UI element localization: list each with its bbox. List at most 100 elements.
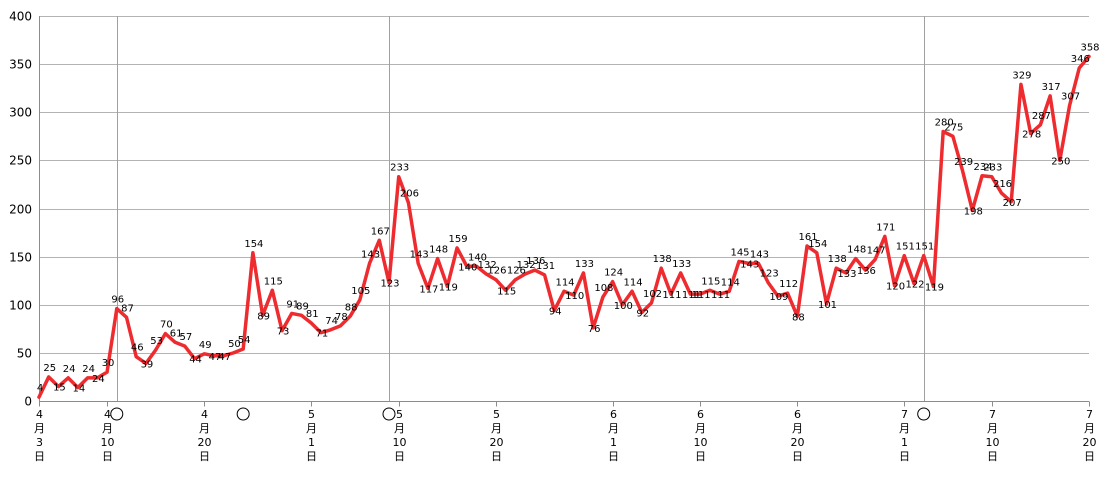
- y-tick-label: 150: [9, 251, 32, 265]
- x-tick-label: 4 月 10 日: [101, 408, 115, 463]
- data-point: [1068, 104, 1072, 108]
- data-point: [377, 238, 381, 242]
- data-label: 151: [896, 242, 915, 253]
- data-label: 50: [228, 339, 241, 350]
- data-label: 30: [102, 358, 115, 369]
- data-label: 24: [63, 364, 76, 375]
- data-point: [1048, 94, 1052, 98]
- data-point: [212, 354, 216, 358]
- data-label: 108: [594, 283, 613, 294]
- data-label: 207: [1003, 198, 1022, 209]
- data-label: 94: [549, 307, 562, 318]
- data-point: [251, 251, 255, 255]
- data-point: [1058, 158, 1062, 162]
- data-label: 154: [808, 239, 827, 250]
- data-point: [533, 268, 537, 272]
- data-point: [815, 251, 819, 255]
- data-label: 239: [954, 157, 973, 168]
- data-point: [329, 328, 333, 332]
- data-point: [1077, 66, 1081, 70]
- data-point: [134, 355, 138, 359]
- data-point: [834, 266, 838, 270]
- event-marker: [382, 407, 396, 421]
- data-point: [854, 257, 858, 261]
- data-label: 91: [286, 299, 299, 310]
- data-point: [105, 370, 109, 374]
- data-point: [37, 395, 41, 399]
- data-label: 143: [740, 259, 759, 270]
- data-label: 114: [555, 277, 574, 288]
- data-label: 317: [1042, 82, 1061, 93]
- data-label: 47: [218, 352, 231, 363]
- data-label: 171: [876, 222, 895, 233]
- data-label: 124: [604, 268, 623, 279]
- data-point: [1019, 82, 1023, 86]
- y-tick-label: 0: [24, 395, 32, 409]
- data-point: [300, 313, 303, 317]
- data-label: 89: [257, 311, 270, 322]
- x-tick-label: 7 月 20 日: [1083, 408, 1097, 463]
- data-point: [76, 386, 80, 390]
- data-label: 115: [264, 276, 283, 287]
- data-point: [572, 293, 576, 297]
- x-tick-label: 4 月 20 日: [198, 408, 212, 463]
- data-label: 49: [199, 340, 212, 351]
- data-label: 154: [244, 239, 263, 250]
- data-label: 15: [53, 383, 66, 394]
- data-point: [980, 174, 984, 178]
- data-label: 120: [886, 282, 905, 293]
- data-point: [718, 292, 722, 296]
- data-label: 115: [701, 276, 720, 287]
- data-label: 44: [189, 355, 202, 366]
- data-label: 143: [410, 249, 429, 260]
- data-label: 100: [614, 301, 633, 312]
- event-marker: [236, 407, 250, 421]
- data-label: 4: [37, 383, 43, 394]
- data-label: 119: [439, 282, 458, 293]
- data-point: [727, 289, 731, 293]
- data-point: [883, 234, 887, 238]
- data-label: 307: [1061, 92, 1080, 103]
- data-point: [825, 302, 828, 306]
- data-point: [455, 246, 459, 250]
- data-label: 53: [150, 336, 163, 347]
- data-point: [280, 329, 284, 333]
- data-point: [893, 284, 897, 287]
- data-point: [144, 361, 148, 365]
- data-label: 81: [306, 309, 319, 320]
- data-label: 88: [792, 312, 805, 323]
- data-label: 14: [73, 384, 86, 395]
- data-point: [591, 326, 595, 330]
- data-label: 119: [925, 282, 944, 293]
- event-marker: [917, 407, 931, 421]
- data-point: [270, 288, 274, 292]
- data-point: [358, 298, 362, 302]
- data-point: [708, 288, 712, 292]
- data-label: 151: [915, 242, 934, 253]
- data-point: [66, 376, 70, 380]
- y-tick-label: 350: [9, 58, 32, 72]
- data-point: [222, 354, 226, 358]
- data-label: 136: [526, 256, 545, 267]
- data-label: 358: [1080, 42, 1099, 53]
- data-point: [163, 332, 167, 336]
- data-point: [1009, 200, 1013, 204]
- data-label: 216: [993, 179, 1012, 190]
- data-point: [309, 321, 313, 325]
- data-point: [56, 385, 60, 389]
- data-point: [581, 271, 585, 275]
- data-point: [368, 261, 372, 265]
- data-point: [922, 254, 926, 258]
- data-label: 206: [400, 189, 419, 200]
- data-point: [115, 307, 119, 311]
- data-point: [1029, 131, 1033, 135]
- data-point: [931, 284, 935, 288]
- data-point: [1087, 54, 1091, 58]
- data-point: [436, 257, 440, 261]
- data-point: [737, 259, 741, 263]
- data-label: 275: [944, 122, 963, 133]
- data-point: [698, 292, 702, 296]
- data-point: [426, 286, 430, 290]
- data-point: [397, 175, 401, 179]
